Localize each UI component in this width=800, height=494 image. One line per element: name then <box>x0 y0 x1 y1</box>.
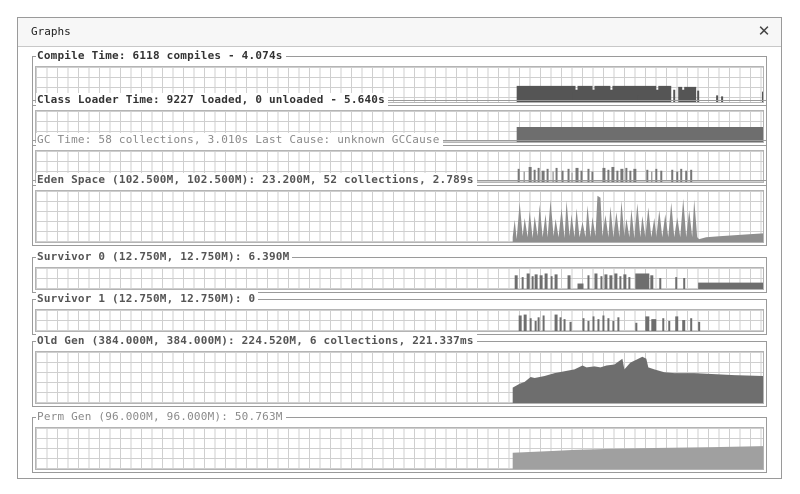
graph-panel-survivor-0: Survivor 0 (12.750M, 12.750M): 6.390M <box>32 250 767 293</box>
graph-plot-survivor-0 <box>35 267 764 290</box>
old-gen-area <box>512 356 763 403</box>
graphs-window: Graphs ✕ Compile Time: 6118 compiles - 4… <box>17 17 782 479</box>
graph-plot-survivor-1 <box>35 309 764 332</box>
close-icon[interactable]: ✕ <box>757 22 771 40</box>
title-bar: Graphs ✕ <box>18 18 781 47</box>
window-title: Graphs <box>31 25 71 38</box>
survivor-0-bars <box>514 273 763 289</box>
graph-label-survivor-0: Survivor 0 (12.750M, 12.750M): 6.390M <box>36 250 293 263</box>
survivor-1-bars <box>518 314 701 331</box>
graph-label-class-loader: Class Loader Time: 9227 loaded, 0 unload… <box>36 93 388 106</box>
graph-label-survivor-1: Survivor 1 (12.750M, 12.750M): 0 <box>36 292 259 305</box>
graph-label-gc-time: GC Time: 58 collections, 3.010s Last Cau… <box>36 133 443 146</box>
graph-label-eden-space: Eden Space (102.500M, 102.500M): 23.200M… <box>36 173 477 186</box>
graph-label-old-gen: Old Gen (384.000M, 384.000M): 224.520M, … <box>36 334 477 347</box>
graph-panel-eden-space: Eden Space (102.500M, 102.500M): 23.200M… <box>32 173 767 246</box>
perm-gen-area <box>512 446 763 469</box>
graph-panel-survivor-1: Survivor 1 (12.750M, 12.750M): 0 <box>32 292 767 335</box>
gc-time-bars <box>517 166 693 182</box>
graph-plot-old-gen <box>35 351 764 404</box>
graph-panel-perm-gen: Perm Gen (96.000M, 96.000M): 50.763M <box>32 410 767 473</box>
compile-time-area <box>516 85 763 102</box>
graph-label-compile-time: Compile Time: 6118 compiles - 4.074s <box>36 49 286 62</box>
class-loader-area <box>516 126 763 142</box>
graph-plot-eden-space <box>35 190 764 243</box>
graph-plot-perm-gen <box>35 427 764 470</box>
graph-panel-old-gen: Old Gen (384.000M, 384.000M): 224.520M, … <box>32 334 767 407</box>
graph-label-perm-gen: Perm Gen (96.000M, 96.000M): 50.763M <box>36 410 286 423</box>
eden-space-area <box>512 195 763 242</box>
